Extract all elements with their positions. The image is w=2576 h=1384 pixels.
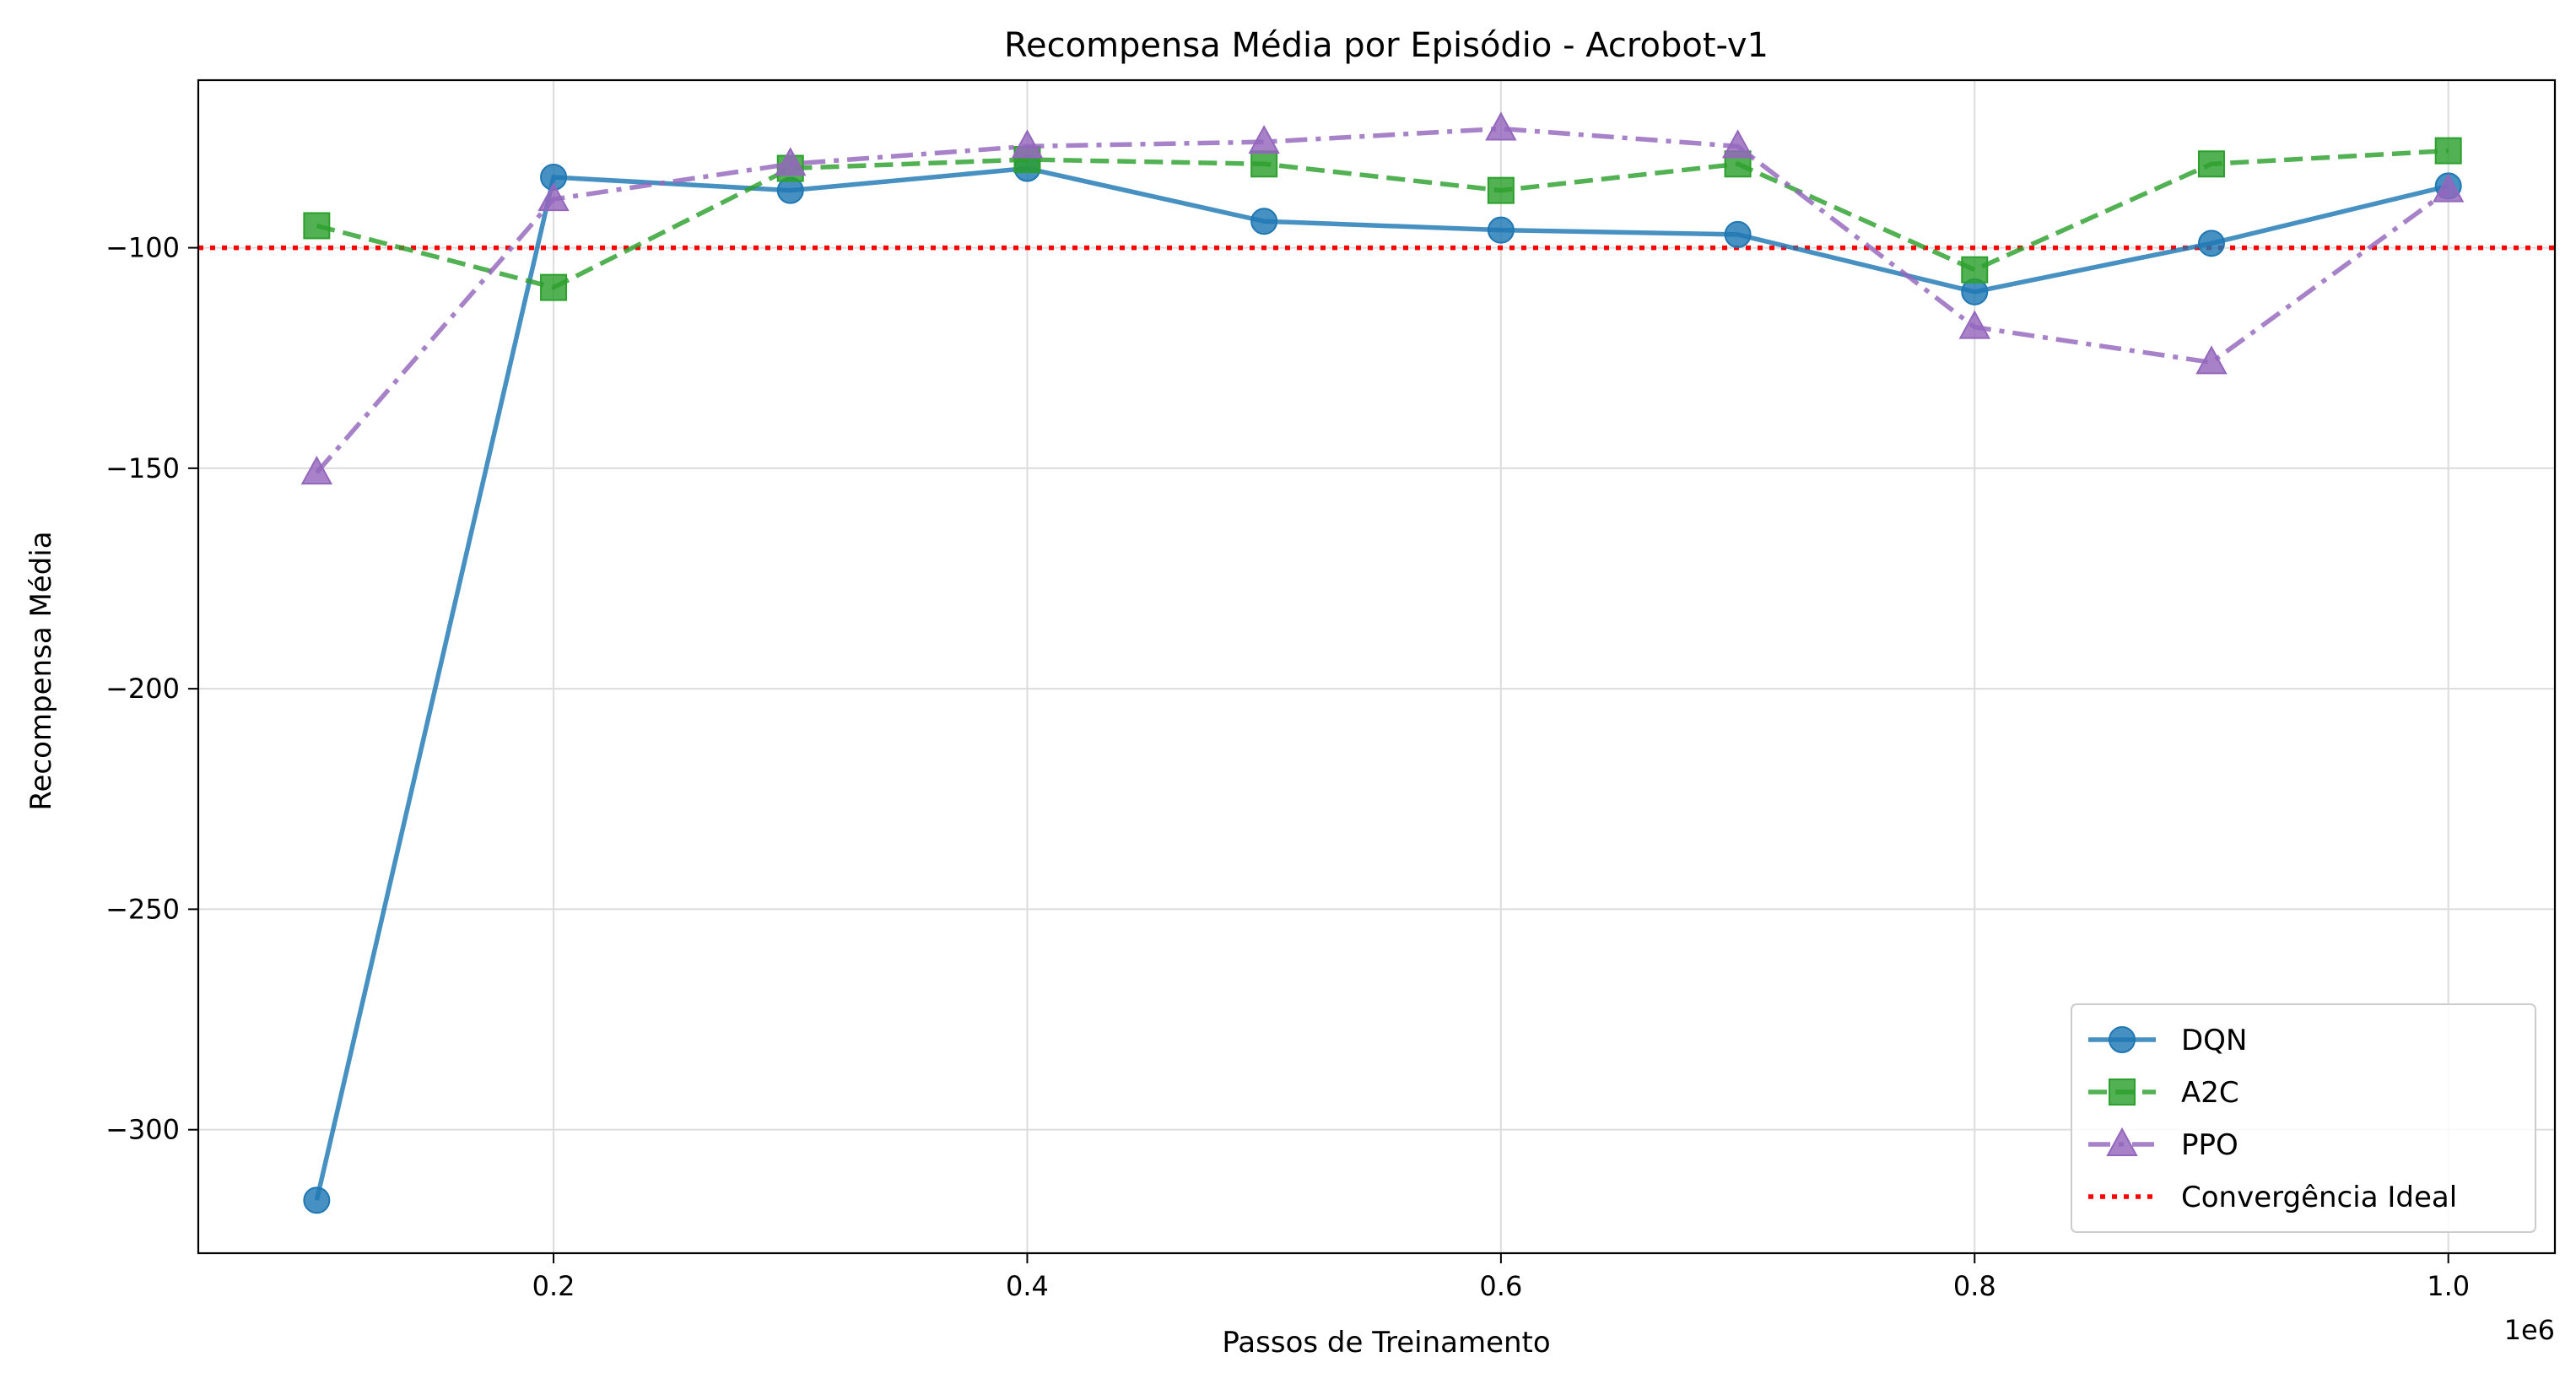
y-axis-label: Recompensa Média: [24, 531, 58, 810]
series-ppo: [300, 111, 2465, 485]
y-tick-label: −200: [105, 673, 180, 705]
data-point-a2c: [303, 212, 331, 240]
data-point-a2c: [1250, 150, 1278, 178]
data-point-ppo: [1011, 129, 1044, 159]
data-point-a2c: [2434, 137, 2462, 165]
data-point-ppo: [1721, 129, 1754, 159]
data-point-dqn: [1724, 220, 1752, 248]
data-point-dqn: [1250, 208, 1278, 235]
axis-ticks: 0.2 0.4 0.6 0.8 1.0 −300 −250 −200 −150 −100: [105, 232, 2470, 1302]
data-point-ppo: [1485, 111, 1517, 141]
data-point-ppo: [775, 147, 807, 176]
legend-label: PPO: [2181, 1128, 2238, 1162]
data-point-dqn: [1487, 216, 1515, 244]
legend-label: A2C: [2181, 1076, 2239, 1110]
series-layer: [300, 111, 2465, 1214]
data-point-ppo: [1958, 310, 1990, 339]
data-point-a2c: [1961, 256, 1989, 284]
legend-swatch-marker-dqn: [2109, 1026, 2136, 1053]
data-point-ppo: [1248, 125, 1280, 154]
x-tick-label: 0.6: [1479, 1270, 1522, 1302]
plot-frame: [197, 78, 2557, 1255]
y-tick-label: −100: [105, 232, 180, 264]
x-tick-label: 0.4: [1006, 1270, 1049, 1302]
data-point-ppo: [2195, 345, 2228, 375]
x-axis-offset-label: 1e6: [2504, 1314, 2555, 1346]
legend-label: DQN: [2181, 1024, 2247, 1057]
legend-swatch-marker-ppo: [2106, 1127, 2138, 1156]
y-tick-label: −150: [105, 452, 180, 484]
series-line-a2c: [316, 148, 2449, 290]
legend-box: [2071, 1003, 2536, 1233]
data-point-ppo: [2432, 173, 2465, 203]
legend-swatch-marker-a2c: [2109, 1079, 2136, 1106]
data-point-dqn: [303, 1187, 331, 1214]
x-tick-label: 0.8: [1953, 1270, 1996, 1302]
y-tick-label: −250: [105, 893, 180, 925]
x-tick-label: 1.0: [2427, 1270, 2470, 1302]
x-tick-label: 0.2: [532, 1270, 575, 1302]
series-line-dqn: [314, 165, 2449, 1201]
y-tick-label: −300: [105, 1114, 180, 1146]
series-line-ppo: [315, 126, 2450, 474]
x-axis-label: Passos de Treinamento: [1222, 1326, 1550, 1360]
data-point-dqn: [2197, 230, 2225, 257]
chart-title: Recompensa Média por Episódio - Acrobot-…: [1004, 26, 1769, 65]
data-point-a2c: [540, 273, 568, 301]
data-point-ppo: [300, 455, 333, 485]
legend: DQN A2C PPO Convergência Ideal: [2071, 1003, 2536, 1233]
data-point-a2c: [1487, 176, 1515, 204]
legend-label: Convergência Ideal: [2181, 1181, 2457, 1214]
data-point-a2c: [2197, 150, 2225, 178]
data-point-ppo: [537, 182, 570, 212]
